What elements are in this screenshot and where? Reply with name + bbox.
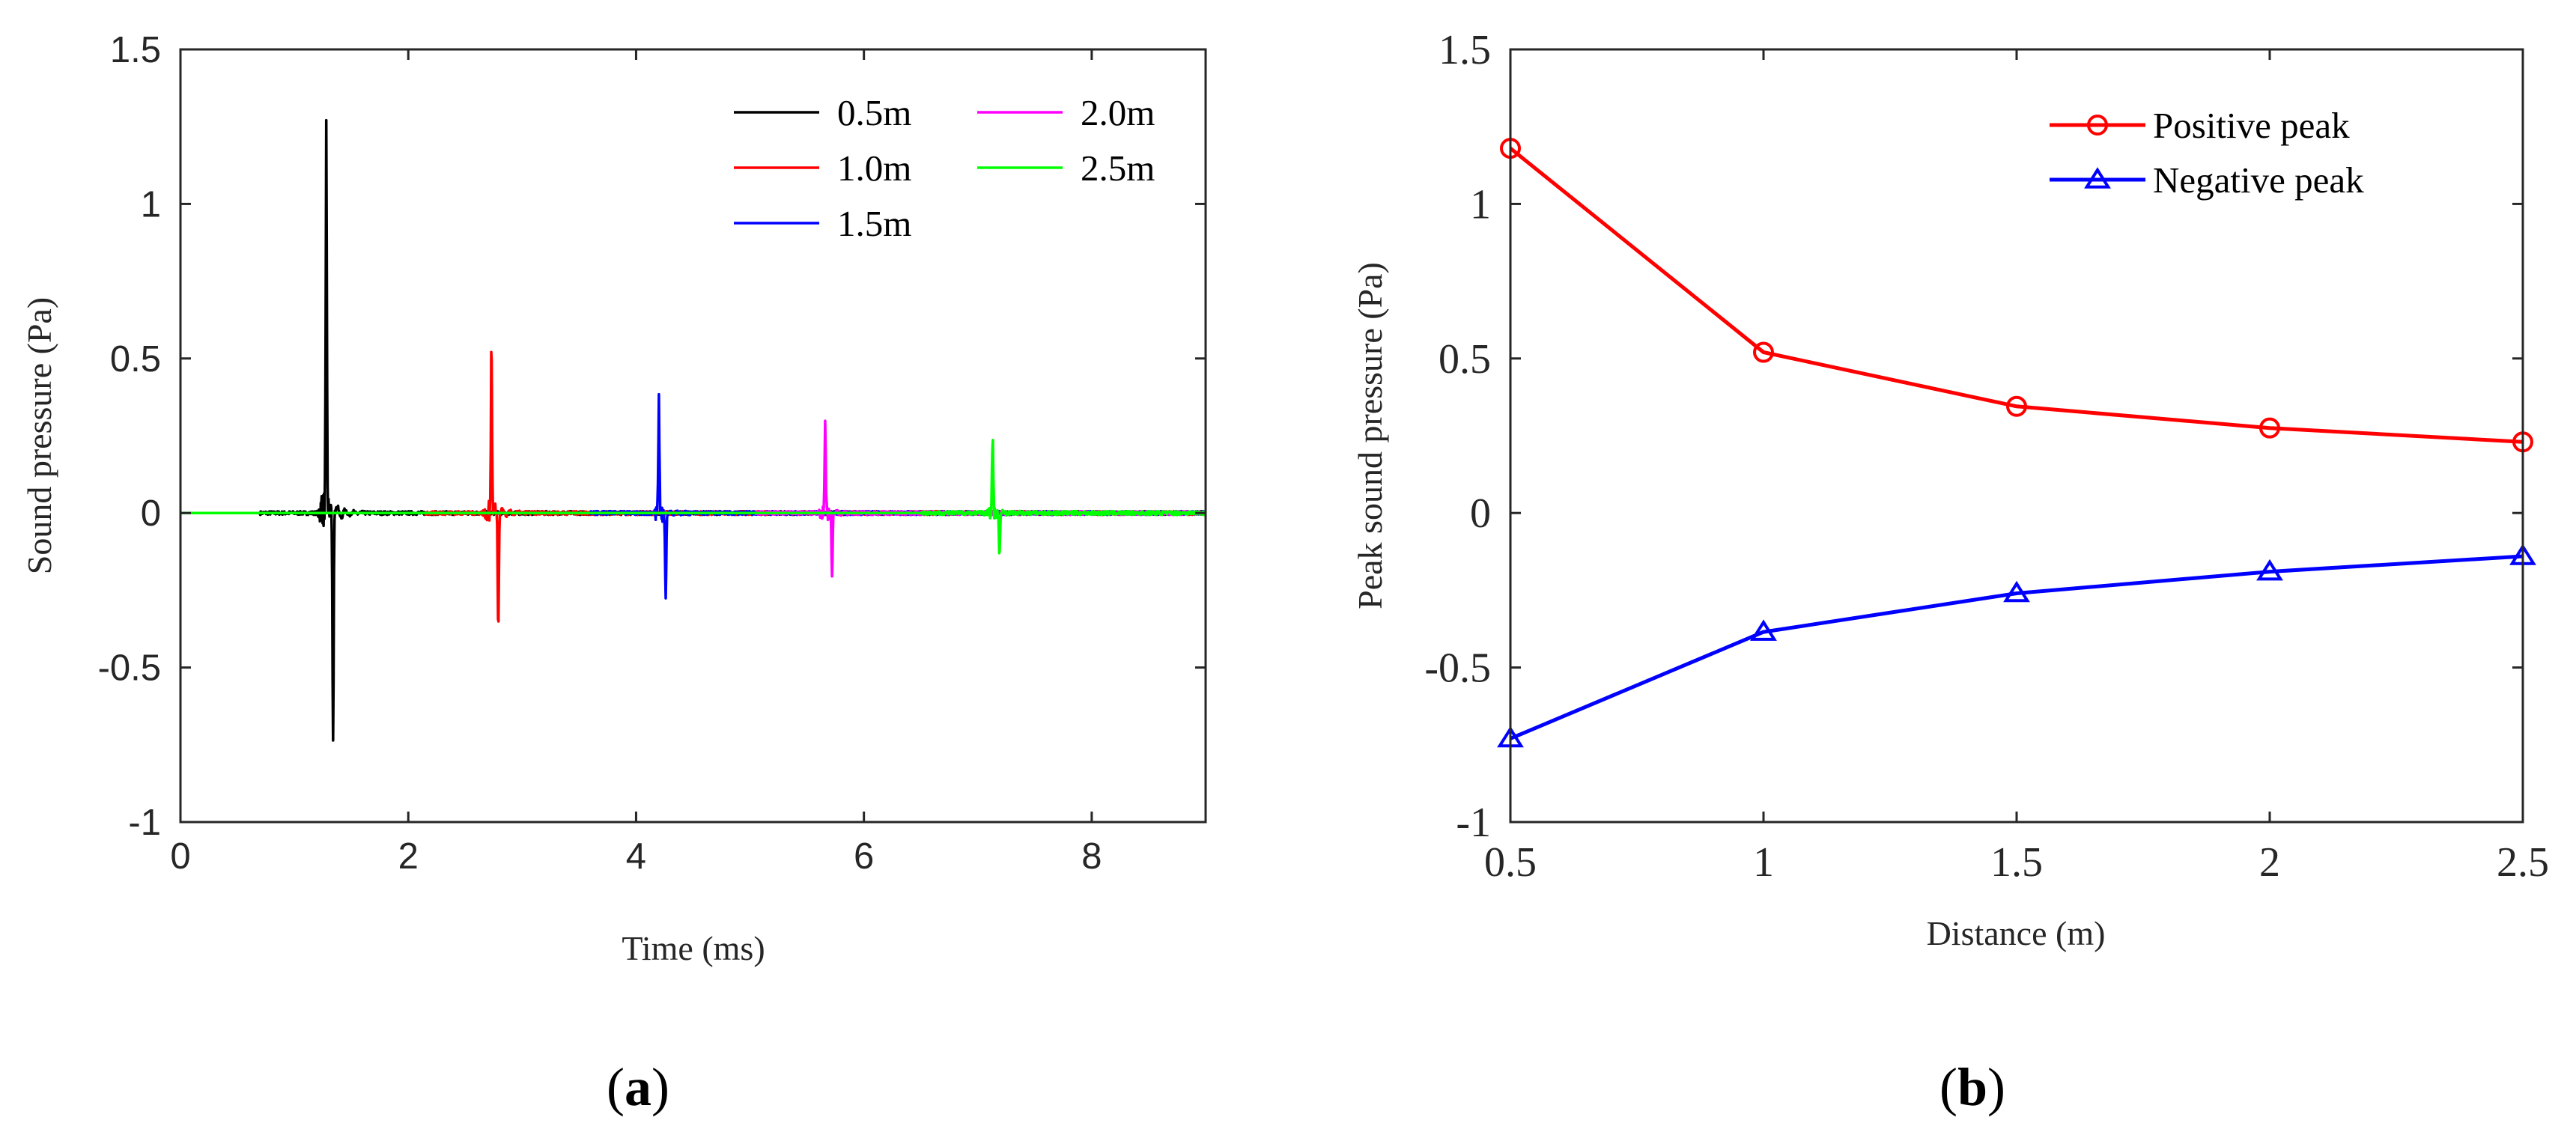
panel-b-x-tick-label: 0.5 bbox=[1484, 839, 1537, 886]
panel-b-series-line-negative bbox=[1510, 554, 2524, 740]
panel-b-legend-label: Positive peak bbox=[2153, 105, 2350, 146]
panel-a-y-tick-label: 1 bbox=[141, 184, 161, 225]
panel-a-legend-label: 1.0m bbox=[837, 147, 911, 189]
panel-a-y-axis-label: Sound pressure (Pa) bbox=[20, 297, 58, 575]
panel-a-y-tick-label: -1 bbox=[128, 803, 161, 843]
panel-b-negative-peak-point bbox=[2256, 559, 2283, 581]
panel-a-y-tick-label: -0.5 bbox=[98, 648, 161, 689]
panel-a-y-tick-label: 0 bbox=[141, 493, 161, 534]
panel-b-y-tick-label: 0 bbox=[1470, 490, 1491, 537]
panel-b-y-tick-label: -0.5 bbox=[1424, 645, 1491, 692]
panel-b: 0.5 1 1.5 2 2.5 -1 -0.5 0 0.5 1 1.5 Distance (m) P… bbox=[1351, 27, 2549, 1117]
panel-a-caption-open: ( bbox=[607, 1057, 625, 1117]
panel-b-y-tick-label: 1 bbox=[1470, 181, 1491, 228]
panel-a-series-2.5m bbox=[179, 439, 1207, 555]
panel-b-y-tick-label: 1.5 bbox=[1439, 27, 1491, 73]
panel-b-caption-close: ) bbox=[1987, 1057, 2005, 1117]
panel-b-y-tick-label: 0.5 bbox=[1439, 336, 1491, 383]
panel-a-caption: (a) bbox=[607, 1057, 669, 1117]
panel-a-x-tick-label: 6 bbox=[854, 836, 874, 877]
panel-a-caption-letter: a bbox=[625, 1057, 651, 1117]
panel-b-legend-label: Negative peak bbox=[2153, 159, 2364, 201]
panel-a-legend-label: 0.5m bbox=[837, 92, 911, 133]
panel-a-x-axis-label: Time (ms) bbox=[622, 929, 765, 967]
panel-b-positive-peak-point bbox=[2259, 417, 2280, 439]
panel-b-x-tick-label: 2 bbox=[2259, 839, 2280, 886]
panel-a-x-tick-label: 0 bbox=[170, 836, 190, 877]
panel-a-legend: 0.5m 1.0m 1.5m 2.0m 2.5m bbox=[734, 92, 1155, 244]
panel-b-x-tick-label: 1 bbox=[1753, 839, 1774, 886]
panel-b-x-tick-label: 1.5 bbox=[1990, 839, 2043, 886]
panel-b-axes-frame bbox=[1509, 48, 2524, 824]
panel-a-x-tick-label: 8 bbox=[1081, 836, 1102, 877]
panel-a-caption-close: ) bbox=[651, 1057, 669, 1117]
panel-b-positive-peak-point bbox=[1753, 341, 1774, 363]
panel-b-x-tick-label: 2.5 bbox=[2497, 839, 2549, 886]
panel-a-legend-label: 1.5m bbox=[837, 203, 911, 244]
panel-b-caption-open: ( bbox=[1939, 1057, 1957, 1117]
panel-a-y-tick-label: 0.5 bbox=[110, 339, 161, 380]
panel-b-y-axis-label: Peak sound pressure (Pa) bbox=[1351, 262, 1389, 609]
panel-b-caption: (b) bbox=[1939, 1057, 2005, 1117]
panel-a-x-tick-label: 4 bbox=[626, 836, 646, 877]
panel-b-caption-letter: b bbox=[1957, 1057, 1987, 1117]
panel-a-x-tick-label: 2 bbox=[398, 836, 419, 877]
panel-a-series-0.5m bbox=[179, 118, 1207, 742]
panel-b-negative-peak-point bbox=[1750, 619, 1777, 641]
panel-b-ticks: 0.5 1 1.5 2 2.5 -1 -0.5 0 0.5 1 1.5 bbox=[1424, 27, 2549, 886]
panel-b-x-axis-label: Distance (m) bbox=[1927, 914, 2106, 952]
panel-b-positive-peak-point bbox=[2006, 395, 2027, 417]
panel-b-legend-marker-circle bbox=[2087, 115, 2108, 136]
panel-a-series-group bbox=[179, 118, 1207, 742]
panel-a-ticks: 0 2 4 6 8 -1 -0.5 0 0.5 1 1.5 bbox=[98, 30, 1206, 877]
panel-b-legend-marker-triangle bbox=[2084, 167, 2111, 189]
panel-a-legend-label: 2.0m bbox=[1081, 92, 1155, 133]
panel-b-legend: Positive peak Negative peak bbox=[2050, 105, 2364, 201]
panel-a: 0 2 4 6 8 -1 -0.5 0 0.5 1 1.5 Time (ms) Sound pres… bbox=[20, 30, 1207, 1117]
panel-b-series-group bbox=[1497, 138, 2536, 748]
panel-a-axes-frame bbox=[179, 48, 1207, 824]
panel-a-y-tick-label: 1.5 bbox=[110, 30, 161, 70]
panel-b-y-tick-label: -1 bbox=[1456, 800, 1491, 846]
panel-b-negative-peak-point bbox=[2003, 580, 2030, 603]
panel-b-series-line-positive bbox=[1509, 147, 2524, 444]
panel-a-legend-label: 2.5m bbox=[1081, 147, 1155, 189]
